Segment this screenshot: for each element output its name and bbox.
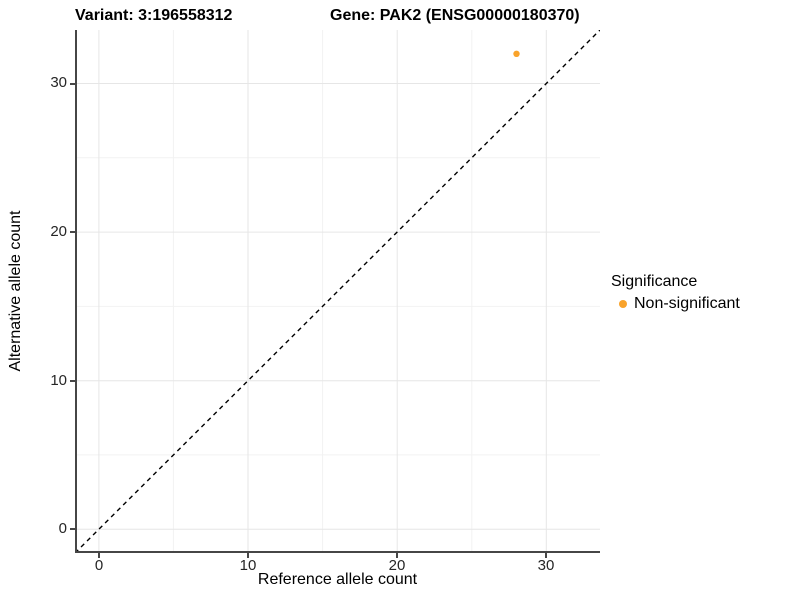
major-gridlines — [75, 30, 600, 553]
y-tick-mark — [70, 380, 75, 382]
legend-entry-label: Non-significant — [634, 295, 740, 312]
x-tick-label: 20 — [388, 557, 406, 574]
x-tick-mark — [396, 553, 398, 558]
x-tick-mark — [545, 553, 547, 558]
plot-title-variant: Variant: 3:196558312 — [75, 7, 233, 24]
legend: Significance Non-significant — [611, 272, 740, 314]
y-tick-label: 20 — [50, 223, 67, 240]
y-tick-mark — [70, 231, 75, 233]
axis-lines — [75, 30, 600, 553]
y-tick-mark — [70, 83, 75, 85]
minor-gridlines — [75, 30, 600, 553]
x-tick-label: 0 — [94, 557, 104, 574]
y-tick-label: 30 — [50, 74, 67, 91]
legend-title: Significance — [611, 273, 698, 290]
data-point — [513, 50, 520, 57]
x-tick-mark — [98, 553, 100, 558]
plot-panel — [75, 30, 600, 553]
x-tick-mark — [247, 553, 249, 558]
plot-title-gene: Gene: PAK2 (ENSG00000180370) — [330, 7, 580, 24]
identity-line — [75, 30, 600, 553]
y-tick-label: 10 — [50, 372, 67, 389]
legend-key-dot-icon — [619, 300, 627, 308]
y-tick-mark — [70, 528, 75, 530]
x-tick-label: 10 — [239, 557, 257, 574]
x-tick-label: 30 — [537, 557, 555, 574]
x-axis-title: Reference allele count — [257, 571, 418, 588]
legend-entry: Non-significant — [611, 294, 740, 314]
y-axis-title: Alternative allele count — [7, 210, 24, 372]
y-tick-label: 0 — [58, 520, 67, 537]
plot-canvas — [75, 30, 600, 553]
